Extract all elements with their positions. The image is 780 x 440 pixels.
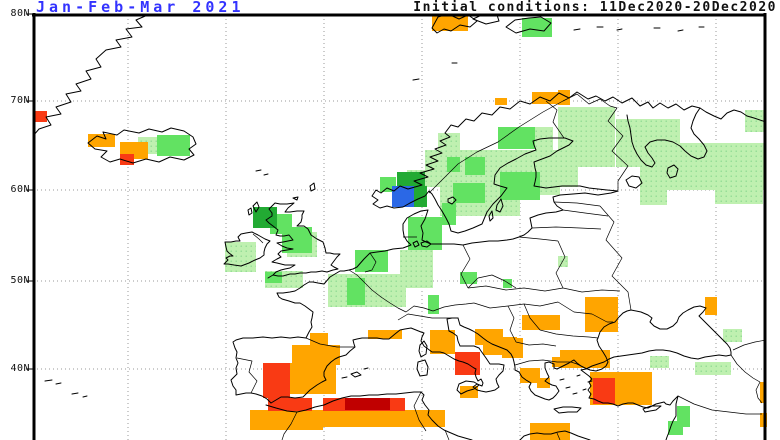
lat-label-50N: 50N <box>10 275 30 286</box>
anomaly-cell-green <box>282 227 312 253</box>
anomaly-cell-green <box>498 127 535 149</box>
anomaly-cell-red <box>34 111 47 122</box>
anomaly-cell-green <box>347 278 365 305</box>
anomaly-cell-pale_green <box>695 362 731 375</box>
coastlines <box>32 13 767 440</box>
anomaly-cell-pale_green <box>560 167 578 187</box>
anomaly-cell-orange <box>495 98 507 105</box>
anomaly-cell-orange <box>705 297 717 315</box>
anomaly-cell-orange <box>585 297 618 332</box>
anomaly-cell-green <box>453 183 485 203</box>
anomaly-cell-orange <box>530 423 570 440</box>
anomaly-cell-pale_green <box>642 188 667 204</box>
anomaly-cell-green <box>157 135 190 156</box>
anomaly-cell-green <box>428 295 439 314</box>
anomaly-cell-green <box>500 172 540 200</box>
anomaly-cell-green <box>522 18 552 37</box>
anomaly-cell-red <box>120 154 134 165</box>
anomaly-cell-pale_green <box>328 274 406 307</box>
lat-lon-gridlines <box>33 15 765 440</box>
anomaly-cell-orange <box>250 410 323 430</box>
anomaly-cell-green <box>442 203 456 225</box>
anomaly-cell-orange <box>88 134 115 147</box>
anomaly-cell-blue <box>392 186 414 207</box>
anomaly-cell-pale_green <box>667 143 766 190</box>
anomaly-cell-orange <box>522 315 560 330</box>
anomaly-cell-red <box>593 378 615 404</box>
anomaly-cell-orange <box>502 338 523 358</box>
anomaly-cell-orange <box>323 410 445 427</box>
page-title: Jan-Feb-Mar 2021 <box>36 0 245 16</box>
lat-label-70N: 70N <box>10 95 30 106</box>
anomaly-cell-green <box>460 272 477 284</box>
anomaly-cell-dark_green <box>414 186 427 207</box>
country-borders <box>236 93 767 440</box>
anomaly-cell-red <box>268 398 312 411</box>
anomaly-cell-pale_green <box>558 256 568 267</box>
lat-label-60N: 60N <box>10 184 30 195</box>
axis-ticks <box>26 13 33 370</box>
anomaly-cell-orange <box>430 330 455 354</box>
anomaly-cell-orange <box>292 345 340 365</box>
anomaly-cell-red <box>263 363 290 398</box>
anomaly-cell-green <box>503 279 512 288</box>
anomaly-cell-pale_green <box>715 188 763 204</box>
anomaly-cell-green <box>465 157 485 175</box>
anomaly-cell-orange <box>310 333 328 346</box>
anomaly-cell-pale_green <box>225 242 256 272</box>
anomaly-cells <box>34 14 767 440</box>
map-frame <box>32 13 767 440</box>
initial-conditions-label: Initial conditions: 11Dec2020-20Dec2020 <box>413 0 777 15</box>
anomaly-cell-orange <box>432 14 468 31</box>
anomaly-cell-pale_green <box>558 107 615 167</box>
anomaly-cell-orange <box>368 330 402 339</box>
lat-label-80N: 80N <box>10 8 30 19</box>
anomaly-cell-green <box>355 250 388 272</box>
anomaly-cell-orange <box>537 378 550 388</box>
anomaly-cell-green <box>447 157 460 172</box>
anomaly-cell-pale_green <box>650 356 669 368</box>
anomaly-cell-pale_green <box>723 329 742 342</box>
anomaly-cell-green <box>265 272 282 283</box>
anomaly-cell-orange <box>560 350 610 368</box>
anomaly-cell-orange <box>760 382 766 403</box>
anomaly-cell-pale_green <box>400 250 433 288</box>
anomaly-cell-green <box>408 217 442 250</box>
anomaly-cell-dark_red <box>345 398 390 410</box>
lat-label-40N: 40N <box>10 363 30 374</box>
anomaly-cell-orange <box>290 363 336 394</box>
anomaly-cell-pale_green <box>745 110 766 132</box>
